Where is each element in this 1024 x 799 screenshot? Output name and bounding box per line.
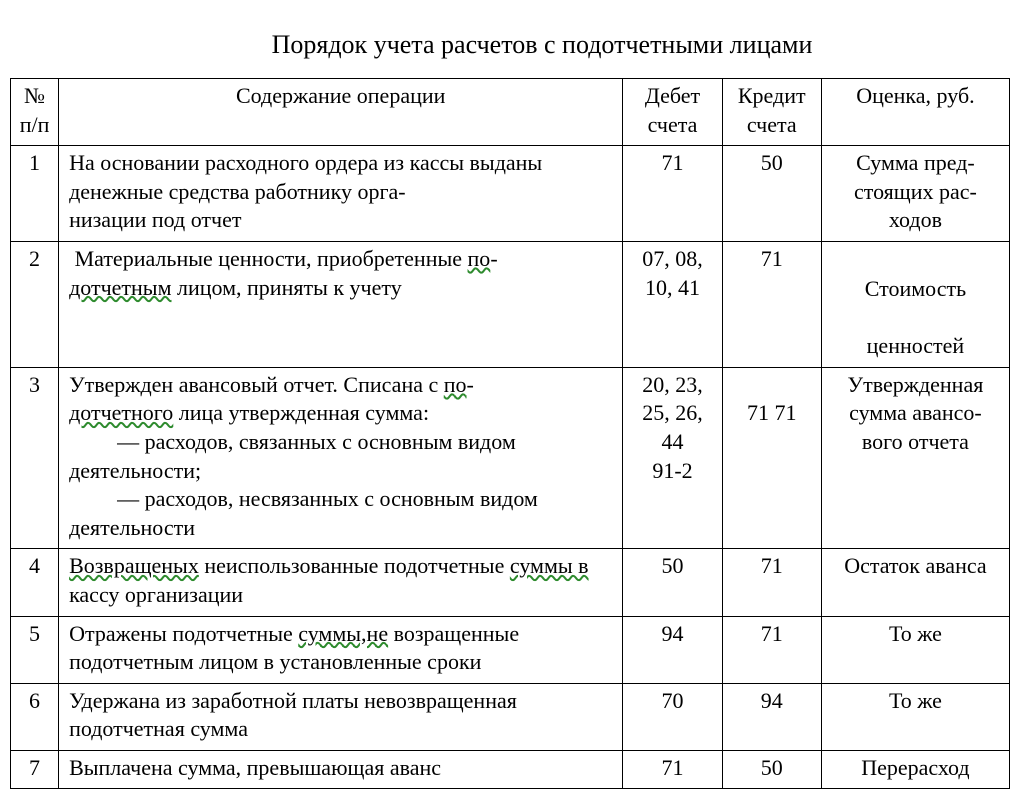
table-row: 5Отражены подотчетные суммы,не возращенн… [11,616,1010,683]
accounting-table: № п/п Содержание операции Дебет счета Кр… [10,78,1010,789]
table-row: 3Утвержден авансовый отчет. Списана с по… [11,367,1010,549]
page-title: Порядок учета расчетов с подотчетными ли… [10,30,1014,60]
cell-debit: 50 [623,549,722,616]
cell-credit: 71 71 [722,367,821,549]
col-header-num: № п/п [11,79,59,146]
cell-credit: 71 [722,616,821,683]
cell-credit: 71 [722,241,821,367]
cell-credit: 50 [722,750,821,789]
cell-operation: Возвращеных неиспользованные подотчетные… [59,549,623,616]
cell-num: 6 [11,683,59,750]
cell-operation: На основании расходного ордера из кассы … [59,146,623,242]
cell-valuation: То же [821,616,1009,683]
cell-debit: 94 [623,616,722,683]
cell-operation: Удержана из заработной платы невозвращен… [59,683,623,750]
cell-valuation: Перерасход [821,750,1009,789]
cell-num: 2 [11,241,59,367]
col-header-deb: Дебет счета [623,79,722,146]
cell-credit: 94 [722,683,821,750]
cell-valuation: Остаток аванса [821,549,1009,616]
cell-valuation: Утвержденная сумма авансо-вого отчета [821,367,1009,549]
table-row: 7Выплачена сумма, превышающая аванс7150П… [11,750,1010,789]
cell-num: 7 [11,750,59,789]
cell-debit: 71 [623,750,722,789]
cell-debit: 71 [623,146,722,242]
table-row: 6Удержана из заработной платы невозвраще… [11,683,1010,750]
cell-num: 1 [11,146,59,242]
table-row: 2 Материальные ценности, приобретенные п… [11,241,1010,367]
cell-debit: 07, 08, 10, 41 [623,241,722,367]
table-header-row: № п/п Содержание операции Дебет счета Кр… [11,79,1010,146]
cell-debit: 20, 23, 25, 26, 4491-2 [623,367,722,549]
cell-operation: Выплачена сумма, превышающая аванс [59,750,623,789]
cell-num: 3 [11,367,59,549]
table-row: 4Возвращеных неиспользованные подотчетны… [11,549,1010,616]
col-header-cre: Кредит счета [722,79,821,146]
cell-operation: Материальные ценности, приобретенные по-… [59,241,623,367]
cell-debit: 70 [623,683,722,750]
cell-operation: Утвержден авансовый отчет. Списана с по-… [59,367,623,549]
cell-valuation: То же [821,683,1009,750]
cell-valuation: Стоимостьценностей [821,241,1009,367]
cell-credit: 50 [722,146,821,242]
cell-num: 5 [11,616,59,683]
col-header-op: Содержание операции [59,79,623,146]
cell-credit: 71 [722,549,821,616]
cell-num: 4 [11,549,59,616]
cell-valuation: Сумма пред-стоящих рас-ходов [821,146,1009,242]
cell-operation: Отражены подотчетные суммы,не возращенны… [59,616,623,683]
col-header-val: Оценка, руб. [821,79,1009,146]
table-row: 1На основании расходного ордера из кассы… [11,146,1010,242]
